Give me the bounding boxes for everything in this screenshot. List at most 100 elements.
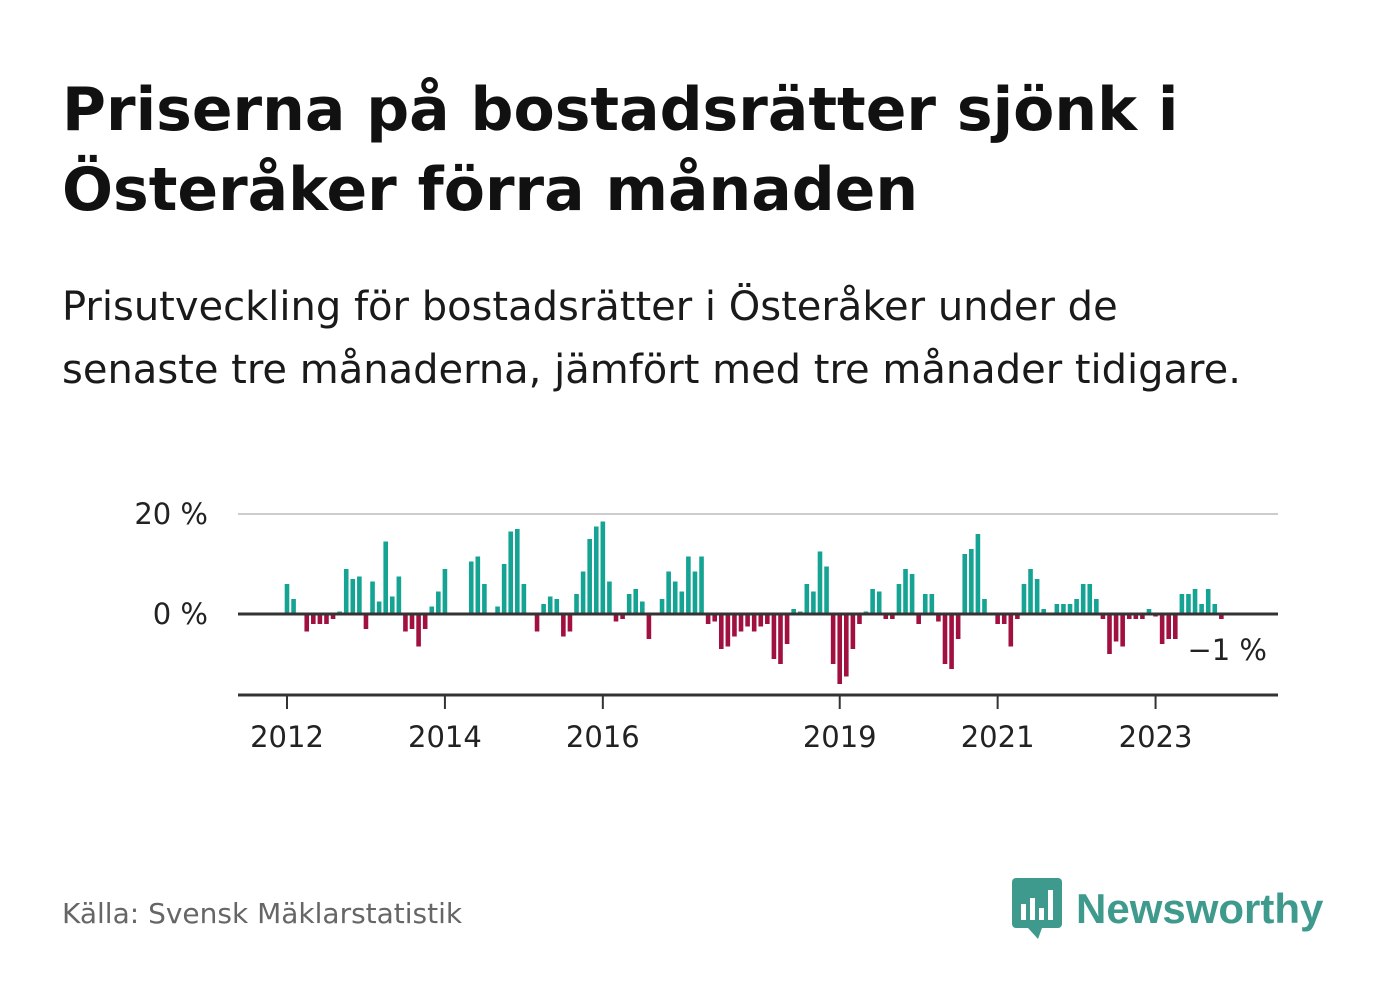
bar xyxy=(1061,604,1066,614)
bar xyxy=(541,604,546,614)
bar xyxy=(1021,584,1027,614)
bar xyxy=(567,614,573,632)
bar xyxy=(501,564,507,614)
y-tick-label: 20 % xyxy=(134,497,208,531)
bar xyxy=(554,599,560,614)
bar xyxy=(422,614,428,629)
bar xyxy=(442,569,448,614)
last-value-label: −1 % xyxy=(1187,633,1267,667)
bar xyxy=(705,614,711,624)
bar xyxy=(324,614,329,624)
bar xyxy=(304,614,310,632)
source-note: Källa: Svensk Mäklarstatistik xyxy=(62,897,463,930)
x-tick-label: 2021 xyxy=(961,720,1035,754)
bar xyxy=(593,526,599,614)
bar xyxy=(370,581,375,614)
bar xyxy=(876,591,882,614)
bar xyxy=(1159,614,1165,644)
bar xyxy=(482,584,487,614)
bar xyxy=(1015,614,1020,619)
bar xyxy=(475,556,481,614)
bar xyxy=(916,614,921,624)
bar xyxy=(890,614,895,619)
bar xyxy=(672,581,678,614)
bar-chart: 20 % 0 % 2012 2014 2016 2019 2021 2023 −1 % xyxy=(134,497,1278,754)
bar xyxy=(534,614,540,632)
brand-logo: Newsworthy xyxy=(1012,878,1323,940)
bar xyxy=(758,614,764,627)
bar xyxy=(883,614,889,619)
bar xyxy=(929,594,935,614)
bar xyxy=(896,584,902,614)
bar xyxy=(686,556,691,614)
bar xyxy=(508,531,514,614)
bar xyxy=(975,534,981,614)
bar xyxy=(1001,614,1007,624)
bar xyxy=(343,569,349,614)
bar xyxy=(363,614,369,629)
bar xyxy=(692,571,698,614)
bar xyxy=(587,539,592,614)
bar xyxy=(982,599,987,614)
x-tick-label: 2023 xyxy=(1119,720,1193,754)
x-tick-label: 2012 xyxy=(250,720,324,754)
bar xyxy=(284,584,290,614)
bar xyxy=(824,566,829,614)
bar xyxy=(1146,609,1152,614)
x-tick-label: 2014 xyxy=(408,720,482,754)
bar xyxy=(1166,614,1172,639)
bar xyxy=(969,549,974,614)
bar xyxy=(1113,614,1119,642)
bar xyxy=(1133,614,1139,619)
bar xyxy=(784,614,790,644)
bar xyxy=(1199,604,1204,614)
x-tick-label: 2019 xyxy=(803,720,877,754)
bar xyxy=(1173,614,1178,639)
bar xyxy=(1028,569,1033,614)
bar xyxy=(429,606,435,614)
chart-subtitle: Prisutveckling för bostadsrätter i Öster… xyxy=(62,284,1241,393)
bar xyxy=(416,614,421,647)
bar xyxy=(1179,594,1185,614)
bar xyxy=(857,614,862,624)
bar xyxy=(942,614,948,664)
y-tick-label: 0 % xyxy=(153,597,208,631)
bar xyxy=(811,591,816,614)
bar xyxy=(350,579,356,614)
bar xyxy=(1186,594,1191,614)
bar xyxy=(936,614,941,622)
bar xyxy=(1219,614,1224,619)
bar xyxy=(646,614,652,639)
bar xyxy=(725,614,731,647)
bar xyxy=(311,614,316,624)
bar xyxy=(817,551,823,614)
bar xyxy=(613,614,619,622)
bar xyxy=(383,541,388,614)
bar xyxy=(600,521,606,614)
bar xyxy=(903,569,908,614)
x-tick-label: 2016 xyxy=(566,720,640,754)
bar xyxy=(804,584,810,614)
bar xyxy=(718,614,724,649)
bar xyxy=(732,614,737,637)
bar xyxy=(468,561,474,614)
bar xyxy=(909,574,915,614)
bar xyxy=(1067,604,1073,614)
bar xyxy=(330,614,336,619)
bar xyxy=(844,614,849,677)
bar xyxy=(376,601,382,614)
bar xyxy=(1008,614,1014,647)
bar xyxy=(955,614,961,639)
bar xyxy=(922,594,928,614)
bar xyxy=(640,601,645,614)
bar xyxy=(791,609,796,614)
bar xyxy=(1080,584,1086,614)
bar xyxy=(396,576,402,614)
bar xyxy=(870,589,875,614)
bar xyxy=(666,571,671,614)
bar xyxy=(409,614,415,629)
bar xyxy=(620,614,625,619)
bar xyxy=(1212,604,1218,614)
bar xyxy=(765,614,770,624)
bar xyxy=(1140,614,1145,619)
